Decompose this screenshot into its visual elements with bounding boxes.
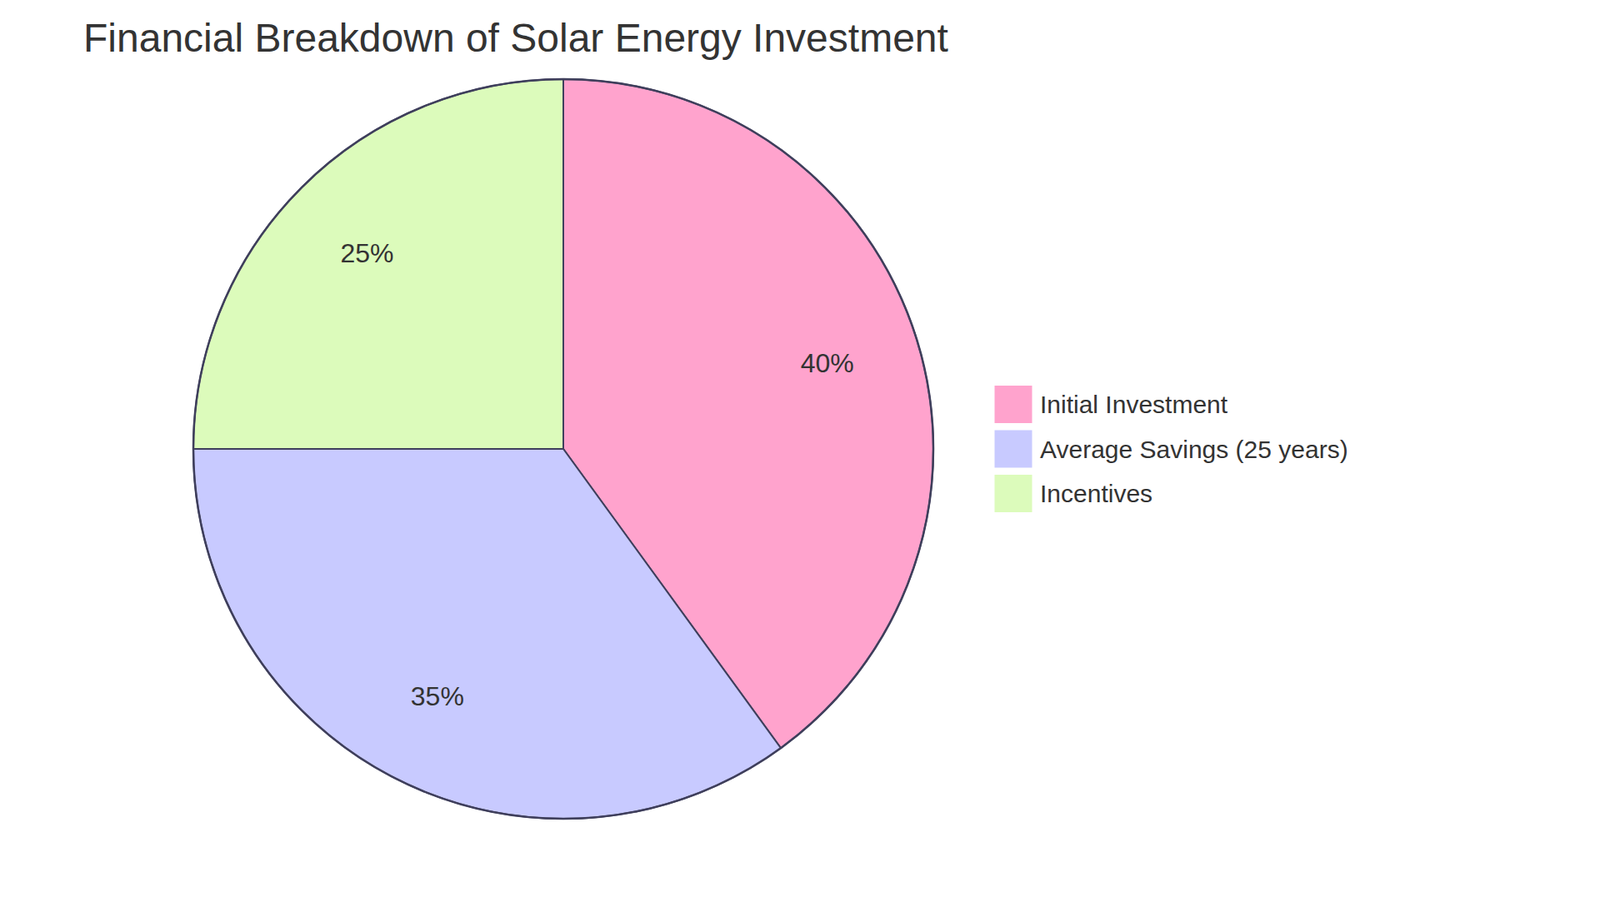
legend-item: Incentives (995, 475, 1153, 513)
legend-swatch (995, 386, 1032, 424)
legend-label: Incentives (1040, 480, 1153, 508)
title: Financial Breakdown of Solar Energy Inve… (83, 15, 949, 60)
legend-item: Initial Investment (995, 386, 1229, 424)
chart: Financial Breakdown of Solar Energy Inve… (0, 0, 1600, 902)
data-label: 40% (800, 348, 855, 379)
pie-slice (193, 449, 781, 820)
pie-outline (193, 79, 934, 820)
data-label: 35% (410, 681, 465, 712)
data-label: 25% (340, 238, 395, 269)
legend: Initial Investment Average Savings (25 ye… (995, 386, 1349, 513)
legend-swatch (995, 475, 1032, 513)
legend-swatch (995, 430, 1032, 468)
legend-item: Average Savings (25 years) (995, 430, 1349, 468)
legend-label: Initial Investment (1040, 390, 1229, 419)
legend-label: Average Savings (25 years) (1040, 435, 1349, 464)
pie-slice (193, 79, 564, 450)
pie: 40% 35% 25% (193, 79, 934, 820)
